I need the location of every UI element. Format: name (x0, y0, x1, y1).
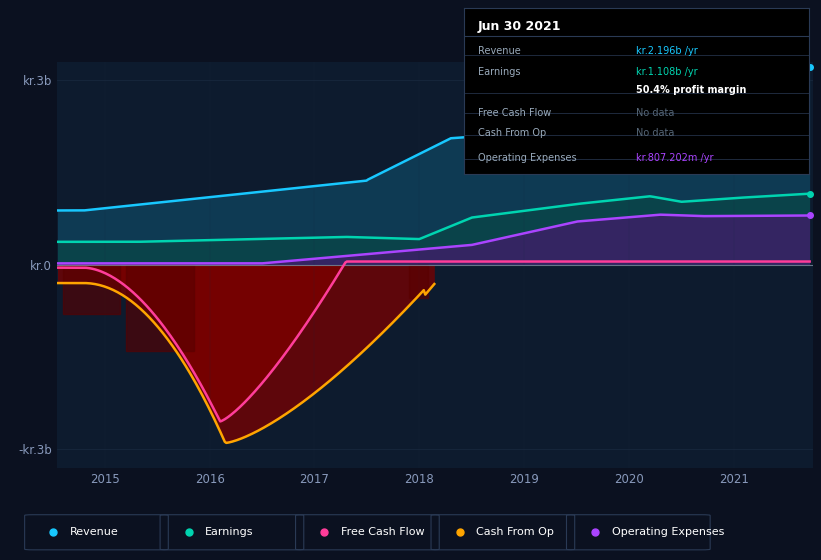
Text: Free Cash Flow: Free Cash Flow (341, 528, 424, 537)
Text: Jun 30 2021: Jun 30 2021 (478, 20, 562, 33)
Text: Cash From Op: Cash From Op (476, 528, 554, 537)
Text: No data: No data (636, 108, 675, 118)
Text: kr.2.196b /yr: kr.2.196b /yr (636, 45, 698, 55)
Bar (409, 265, 428, 298)
Bar (62, 265, 121, 314)
Text: Earnings: Earnings (205, 528, 254, 537)
Text: Earnings: Earnings (478, 67, 521, 77)
Text: kr.1.108b /yr: kr.1.108b /yr (636, 67, 698, 77)
Text: Revenue: Revenue (478, 45, 521, 55)
Bar (126, 265, 194, 351)
Text: Free Cash Flow: Free Cash Flow (478, 108, 551, 118)
Text: Revenue: Revenue (70, 528, 118, 537)
Text: Operating Expenses: Operating Expenses (478, 153, 576, 163)
Text: Operating Expenses: Operating Expenses (612, 528, 724, 537)
Text: 50.4% profit margin: 50.4% profit margin (636, 85, 746, 95)
Text: kr.807.202m /yr: kr.807.202m /yr (636, 153, 713, 163)
Text: No data: No data (636, 128, 675, 138)
Text: Cash From Op: Cash From Op (478, 128, 546, 138)
